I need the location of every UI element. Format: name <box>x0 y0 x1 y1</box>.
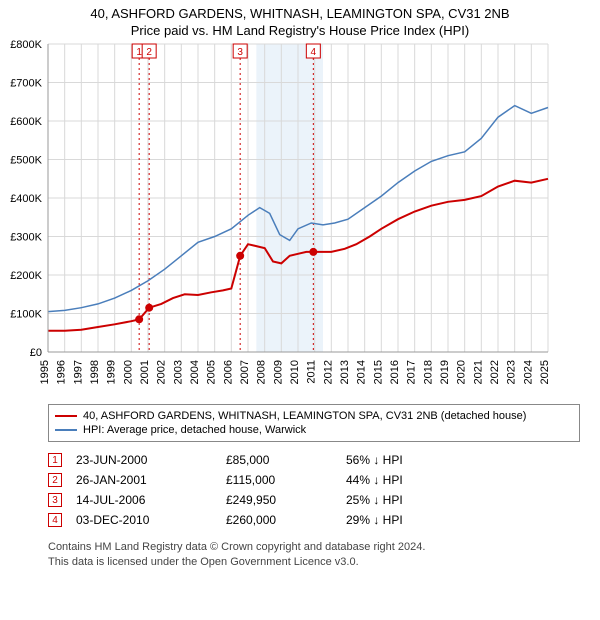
chart-area: £0 £100K £200K £300K £400K £500K £600K £700K £80… <box>0 38 600 398</box>
svg-text:2016: 2016 <box>389 360 401 384</box>
svg-text:£300K: £300K <box>10 232 42 244</box>
svg-text:4: 4 <box>311 47 317 58</box>
svg-text:2013: 2013 <box>339 360 351 384</box>
transaction-delta: 25% ↓ HPI <box>346 493 466 507</box>
svg-text:2017: 2017 <box>406 360 418 384</box>
svg-text:2024: 2024 <box>522 360 534 384</box>
svg-text:3: 3 <box>237 47 243 58</box>
svg-text:2008: 2008 <box>256 360 268 384</box>
svg-text:2010: 2010 <box>289 360 301 384</box>
transaction-delta: 29% ↓ HPI <box>346 513 466 527</box>
transaction-marker: 3 <box>48 493 62 507</box>
svg-text:2023: 2023 <box>506 360 518 384</box>
transaction-row: 4 03-DEC-2010£260,00029% ↓ HPI <box>48 510 580 530</box>
attribution-line-2: This data is licensed under the Open Gov… <box>48 555 580 570</box>
transaction-marker: 4 <box>48 513 62 527</box>
svg-text:2003: 2003 <box>172 360 184 384</box>
transaction-delta: 56% ↓ HPI <box>346 453 466 467</box>
svg-text:1996: 1996 <box>56 360 68 384</box>
attribution: Contains HM Land Registry data © Crown c… <box>48 540 580 570</box>
svg-text:£400K: £400K <box>10 193 42 205</box>
svg-text:2018: 2018 <box>422 360 434 384</box>
svg-text:2000: 2000 <box>122 360 134 384</box>
transactions-table: 1 23-JUN-2000£85,00056% ↓ HPI 2 26-JAN-2001… <box>48 450 580 530</box>
svg-text:2014: 2014 <box>356 360 368 384</box>
transaction-price: £85,000 <box>226 453 346 467</box>
svg-text:2006: 2006 <box>222 360 234 384</box>
transaction-marker: 1 <box>48 453 62 467</box>
chart-titles: 40, ASHFORD GARDENS, WHITNASH, LEAMINGTO… <box>0 0 600 38</box>
svg-text:2007: 2007 <box>239 360 251 384</box>
svg-text:2021: 2021 <box>472 360 484 384</box>
legend-swatch <box>55 415 77 417</box>
svg-text:2011: 2011 <box>306 360 318 384</box>
svg-text:£500K: £500K <box>10 155 42 167</box>
transaction-date: 26-JAN-2001 <box>76 473 226 487</box>
legend-row: HPI: Average price, detached house, Warw… <box>55 423 573 437</box>
transaction-price: £260,000 <box>226 513 346 527</box>
legend-label: 40, ASHFORD GARDENS, WHITNASH, LEAMINGTO… <box>83 410 526 422</box>
legend-label: HPI: Average price, detached house, Warw… <box>83 424 306 436</box>
svg-text:2015: 2015 <box>372 360 384 384</box>
svg-text:£800K: £800K <box>10 39 42 51</box>
legend-row: 40, ASHFORD GARDENS, WHITNASH, LEAMINGTO… <box>55 409 573 423</box>
transaction-delta: 44% ↓ HPI <box>346 473 466 487</box>
svg-text:2019: 2019 <box>439 360 451 384</box>
svg-text:£600K: £600K <box>10 116 42 128</box>
svg-text:2004: 2004 <box>189 360 201 384</box>
svg-text:2022: 2022 <box>489 360 501 384</box>
svg-text:£0: £0 <box>30 347 42 359</box>
transaction-date: 23-JUN-2000 <box>76 453 226 467</box>
page-title: 40, ASHFORD GARDENS, WHITNASH, LEAMINGTO… <box>0 6 600 21</box>
legend-swatch <box>55 429 77 431</box>
transaction-row: 2 26-JAN-2001£115,00044% ↓ HPI <box>48 470 580 490</box>
svg-text:£200K: £200K <box>10 270 42 282</box>
svg-text:2005: 2005 <box>206 360 218 384</box>
transaction-price: £115,000 <box>226 473 346 487</box>
svg-text:1999: 1999 <box>106 360 118 384</box>
svg-text:£100K: £100K <box>10 309 42 321</box>
transaction-marker: 2 <box>48 473 62 487</box>
svg-text:2009: 2009 <box>272 360 284 384</box>
svg-text:1998: 1998 <box>89 360 101 384</box>
svg-text:1997: 1997 <box>72 360 84 384</box>
svg-text:2012: 2012 <box>322 360 334 384</box>
transaction-price: £249,950 <box>226 493 346 507</box>
svg-text:2025: 2025 <box>539 360 551 384</box>
transaction-row: 3 14-JUL-2006£249,95025% ↓ HPI <box>48 490 580 510</box>
attribution-line-1: Contains HM Land Registry data © Crown c… <box>48 540 580 555</box>
transaction-date: 03-DEC-2010 <box>76 513 226 527</box>
legend: 40, ASHFORD GARDENS, WHITNASH, LEAMINGTO… <box>48 404 580 442</box>
transaction-date: 14-JUL-2006 <box>76 493 226 507</box>
price-chart: £0 £100K £200K £300K £400K £500K £600K £700K £80… <box>0 38 560 398</box>
svg-text:1995: 1995 <box>39 360 51 384</box>
svg-text:1: 1 <box>136 47 142 58</box>
svg-text:2: 2 <box>146 47 152 58</box>
svg-text:£700K: £700K <box>10 78 42 90</box>
transaction-row: 1 23-JUN-2000£85,00056% ↓ HPI <box>48 450 580 470</box>
page-subtitle: Price paid vs. HM Land Registry's House … <box>0 23 600 38</box>
svg-text:2001: 2001 <box>139 360 151 384</box>
svg-text:2020: 2020 <box>456 360 468 384</box>
svg-text:2002: 2002 <box>156 360 168 384</box>
